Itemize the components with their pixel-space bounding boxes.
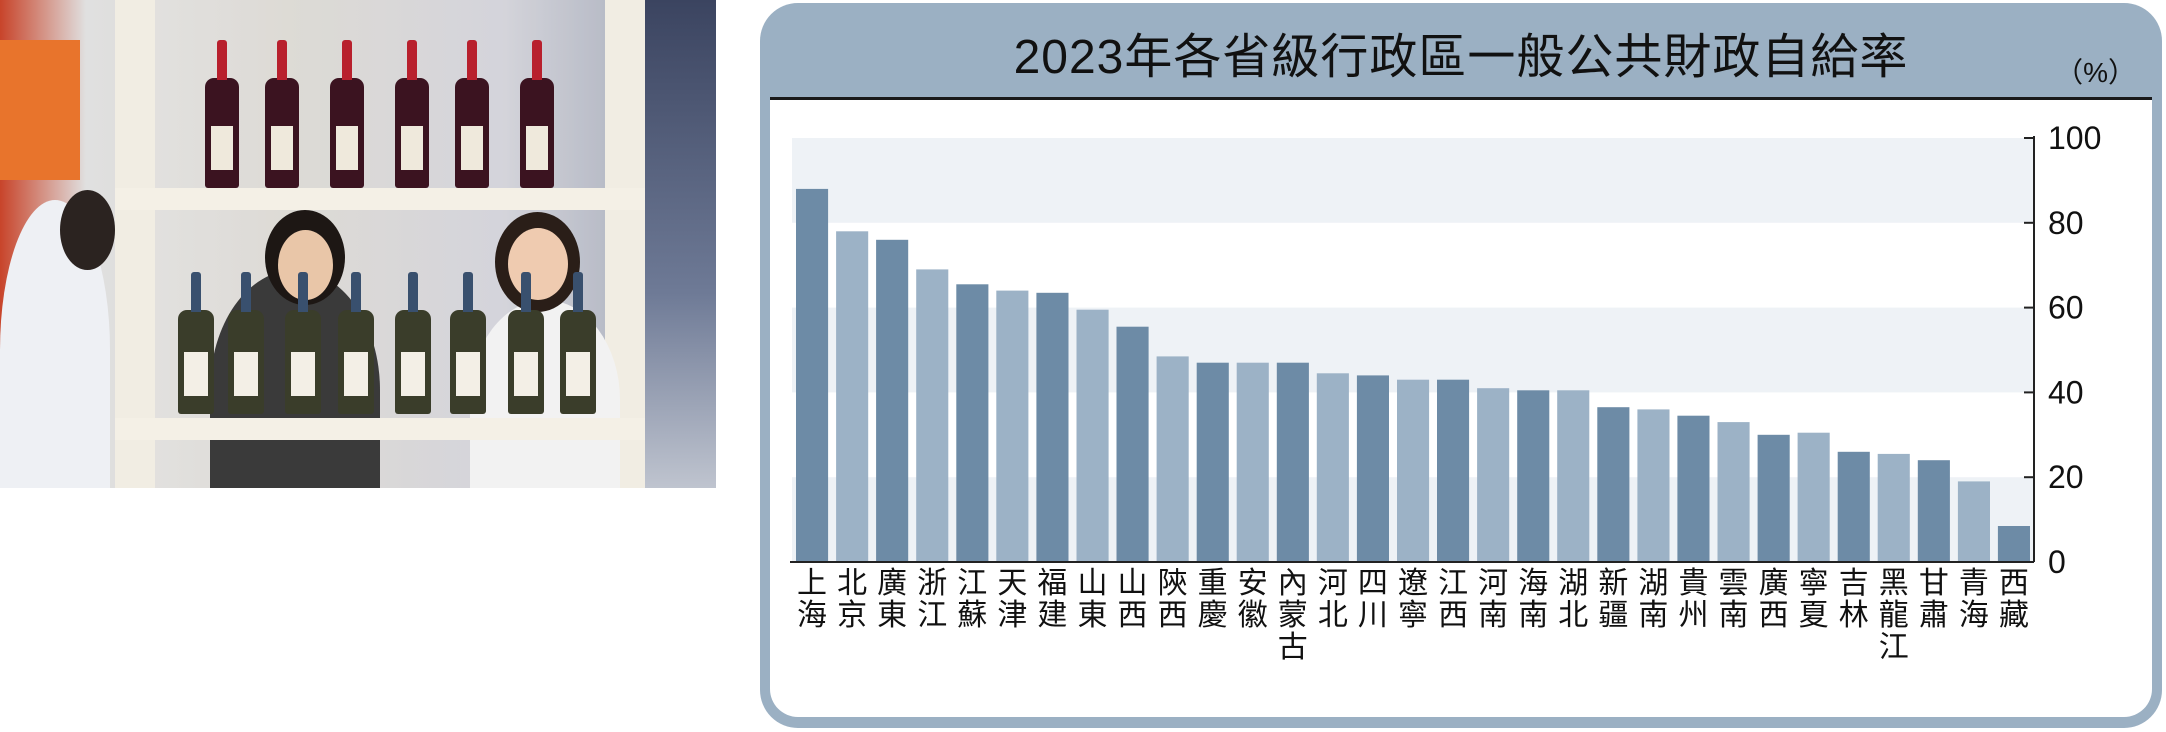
bar [1877, 453, 1910, 562]
bar [876, 239, 909, 563]
bar [796, 188, 829, 562]
bar [1917, 460, 1950, 562]
bar [1276, 362, 1309, 562]
x-tick-label: 內蒙古 [1277, 567, 1308, 664]
y-tick-label: 0 [2048, 544, 2066, 580]
x-tick-label: 北京 [837, 567, 868, 632]
x-tick-label: 河南 [1478, 567, 1509, 632]
bar [1677, 415, 1710, 562]
photo-person-left-head [60, 190, 115, 270]
bar [1557, 390, 1590, 562]
title-rule [770, 97, 2152, 100]
x-tick-label: 雲南 [1718, 567, 1749, 632]
photo-white-wine-bottle [228, 272, 264, 414]
photo-red-wine-bottle [205, 40, 239, 188]
bar [1477, 388, 1510, 562]
bar [1997, 526, 2030, 562]
x-tick-label: 福建 [1037, 567, 1068, 632]
photo-white-wine-bottle [285, 272, 321, 414]
x-tick-label: 山西 [1117, 567, 1148, 632]
bar [1517, 390, 1550, 562]
photo-red-wine-bottle [265, 40, 299, 188]
photo-white-wine-bottle [338, 272, 374, 414]
x-tick-label: 海南 [1518, 567, 1549, 632]
bar [996, 290, 1029, 562]
photo-background-booth [0, 40, 80, 180]
bar [956, 284, 989, 562]
x-tick-label: 浙江 [917, 567, 948, 632]
bar [1757, 434, 1790, 562]
photo-red-wine-bottle [330, 40, 364, 188]
x-tick-label: 河北 [1317, 567, 1348, 632]
bar [1797, 432, 1830, 562]
x-tick-label: 江蘇 [957, 567, 988, 632]
bar [1837, 451, 1870, 562]
photo-shelf-lower [115, 418, 645, 440]
x-tick-label: 陝西 [1157, 567, 1188, 632]
photo-white-wine-bottle [508, 272, 544, 414]
bar [1156, 356, 1189, 562]
bar [916, 269, 949, 562]
bar [1076, 309, 1109, 562]
bar [1717, 422, 1750, 562]
photo-person-right-face [508, 228, 568, 300]
photo-white-wine-bottle [395, 272, 431, 414]
bar [1437, 379, 1470, 562]
bar [1236, 362, 1269, 562]
x-tick-label: 西藏 [1998, 567, 2029, 632]
photo-red-wine-bottle [520, 40, 554, 188]
bar [1397, 379, 1430, 562]
photo-white-wine-bottle [178, 272, 214, 414]
y-tick-label: 60 [2048, 290, 2084, 326]
x-tick-label: 重慶 [1197, 567, 1228, 632]
photo-white-wine-bottle [450, 272, 486, 414]
x-tick-label: 貴州 [1678, 567, 1709, 632]
chart-unit: （%） [2055, 57, 2136, 88]
y-tick-label: 80 [2048, 205, 2084, 241]
photo-white-wine-bottle [560, 272, 596, 414]
x-tick-label: 山東 [1077, 567, 1108, 632]
x-tick-label: 四川 [1357, 567, 1388, 632]
x-tick-label: 安徽 [1237, 567, 1268, 632]
grid-band [792, 138, 2034, 223]
bar [1316, 373, 1349, 562]
x-tick-label: 天津 [997, 567, 1028, 632]
bar [1116, 326, 1149, 562]
y-tick-label: 20 [2048, 459, 2084, 495]
bar [1957, 481, 1990, 562]
bar [836, 231, 869, 563]
photo-background-display [640, 0, 716, 488]
x-tick-label: 江西 [1438, 567, 1469, 632]
y-tick-label: 40 [2048, 374, 2084, 410]
photo-shelf-upper [115, 188, 645, 210]
x-tick-label: 吉林 [1838, 567, 1869, 632]
bar [1356, 375, 1389, 562]
x-tick-label: 青海 [1958, 567, 1989, 632]
bar [1637, 409, 1670, 562]
x-tick-label: 黑龍江 [1878, 567, 1909, 664]
bar [1597, 407, 1630, 562]
x-tick-label: 寧夏 [1798, 567, 1829, 632]
x-tick-label: 上海 [797, 567, 828, 632]
photo-red-wine-bottle [455, 40, 489, 188]
bar [1036, 292, 1069, 562]
x-tick-label: 湖北 [1558, 567, 1589, 632]
x-tick-label: 新疆 [1598, 567, 1629, 632]
x-tick-label: 遼寧 [1398, 567, 1428, 632]
x-tick-label: 廣西 [1758, 567, 1789, 632]
x-tick-label: 廣東 [877, 567, 908, 632]
chart-title: 2023年各省級行政區一般公共財政自給率 [1013, 31, 1909, 84]
y-tick-label: 100 [2048, 120, 2101, 156]
photo-red-wine-bottle [395, 40, 429, 188]
x-tick-label: 湖南 [1638, 567, 1669, 632]
x-tick-label: 甘肅 [1918, 567, 1949, 632]
wine-display-photo [0, 0, 716, 488]
bar [1196, 362, 1229, 562]
